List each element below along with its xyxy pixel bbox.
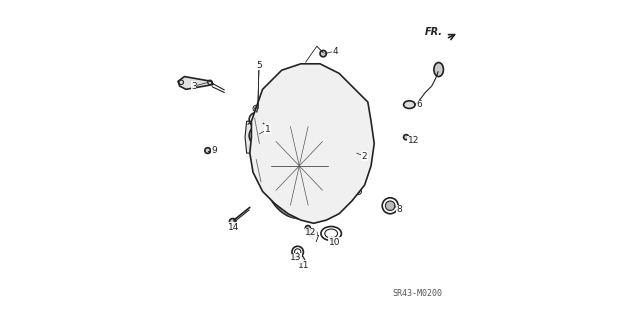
Ellipse shape xyxy=(362,126,365,129)
Text: 4: 4 xyxy=(333,47,338,56)
Text: 12: 12 xyxy=(408,137,419,145)
Ellipse shape xyxy=(258,164,261,167)
Polygon shape xyxy=(297,256,305,263)
Text: 13: 13 xyxy=(291,253,302,262)
Ellipse shape xyxy=(365,158,368,161)
PathPatch shape xyxy=(245,121,252,153)
Ellipse shape xyxy=(271,193,274,196)
Text: SR43-M0200: SR43-M0200 xyxy=(393,289,443,298)
Ellipse shape xyxy=(404,101,415,108)
Ellipse shape xyxy=(287,78,290,81)
Ellipse shape xyxy=(255,107,258,110)
Text: 12: 12 xyxy=(305,228,317,237)
PathPatch shape xyxy=(178,77,213,89)
Ellipse shape xyxy=(320,50,326,57)
Ellipse shape xyxy=(319,78,321,81)
Text: 6: 6 xyxy=(416,100,422,109)
Text: 2: 2 xyxy=(362,152,367,161)
Ellipse shape xyxy=(404,135,409,140)
Ellipse shape xyxy=(229,219,236,225)
Text: 5: 5 xyxy=(257,61,262,70)
Text: FR.: FR. xyxy=(425,27,443,37)
Text: 3: 3 xyxy=(191,82,197,91)
Ellipse shape xyxy=(356,190,360,193)
Ellipse shape xyxy=(331,206,334,209)
Text: 11: 11 xyxy=(298,261,309,270)
PathPatch shape xyxy=(250,64,374,223)
Text: 10: 10 xyxy=(328,238,340,247)
Text: 8: 8 xyxy=(396,205,402,214)
Text: 1: 1 xyxy=(264,125,270,134)
Ellipse shape xyxy=(347,94,350,97)
Ellipse shape xyxy=(434,63,444,77)
Ellipse shape xyxy=(385,201,395,211)
Text: 14: 14 xyxy=(228,223,239,232)
Text: 9: 9 xyxy=(211,146,217,155)
Ellipse shape xyxy=(300,209,303,212)
Ellipse shape xyxy=(305,226,310,231)
Ellipse shape xyxy=(312,232,315,235)
Text: 7: 7 xyxy=(314,235,319,244)
Ellipse shape xyxy=(253,132,256,136)
Ellipse shape xyxy=(205,148,211,153)
